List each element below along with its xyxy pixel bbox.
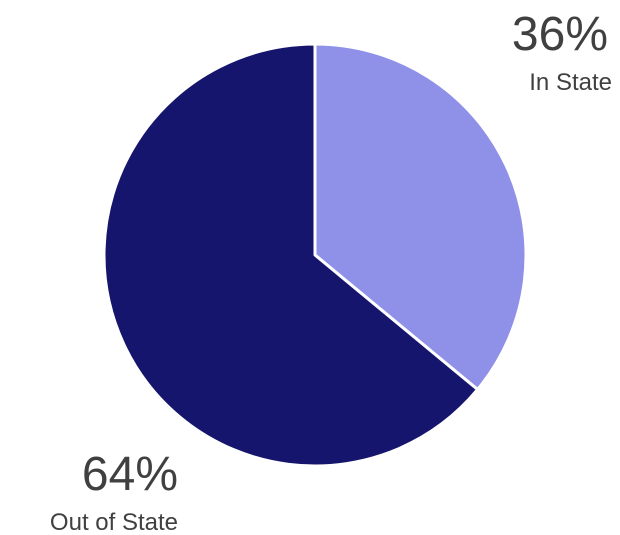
slice-percent-out-of-state: 64% — [82, 448, 178, 501]
pie-slice-out-of-state — [102, 42, 480, 468]
slice-percent-in-state: 36% — [512, 8, 608, 61]
pie-slices — [102, 42, 528, 468]
slice-label-in-state: In State — [529, 69, 612, 96]
pie-slice-in-state — [313, 42, 528, 391]
slice-label-out-of-state: Out of State — [50, 509, 178, 535]
